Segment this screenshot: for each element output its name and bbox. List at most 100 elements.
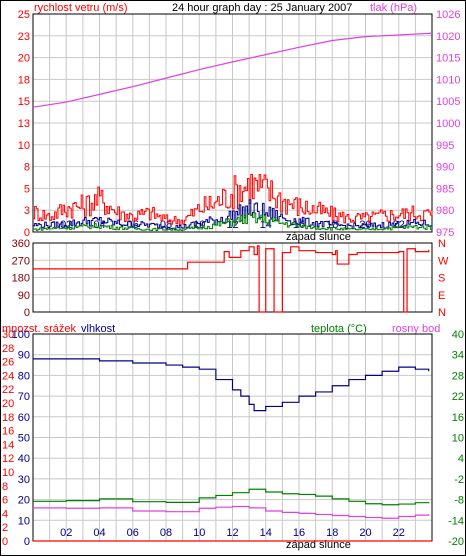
temp-y-tick-label: 4 xyxy=(458,453,464,465)
humidity-y-tick-label: 0 xyxy=(24,536,30,548)
wind-gust-line xyxy=(33,173,433,227)
pressure-y-tick-label: 990 xyxy=(436,162,454,174)
humidity-y-tick-label: 30 xyxy=(18,474,30,486)
humidity-y-tick-label: 100 xyxy=(12,329,30,341)
precip-y-tick-label: 10 xyxy=(2,467,14,479)
chart-title: 24 hour graph day : 25 January 2007 xyxy=(172,2,352,14)
thermo-panel-x-tick-label: 08 xyxy=(160,527,172,539)
pressure-y-tick-label: 1015 xyxy=(436,53,460,65)
precip-y-tick-label: 24 xyxy=(2,370,14,382)
precip-y-tick-label: 4 xyxy=(2,508,8,520)
left-axis-label-wind: rychlost vetru (m/s) xyxy=(34,2,128,14)
temp-y-tick-label: -8 xyxy=(454,495,464,507)
precip-y-tick-label: 26 xyxy=(2,357,14,369)
thermo-panel-x-tick-label: 06 xyxy=(127,527,139,539)
thermo-panel-x-tick-label: 18 xyxy=(326,527,338,539)
precip-y-tick-label: 22 xyxy=(2,384,14,396)
pressure-line xyxy=(32,32,433,108)
temp-y-tick-label: 10 xyxy=(452,433,464,445)
temp-y-tick-label: 40 xyxy=(452,329,464,341)
pressure-y-tick-label: 980 xyxy=(436,205,454,217)
dewpoint-line xyxy=(33,505,430,519)
temp-y-tick-label: -14 xyxy=(448,515,464,527)
left-axis-label-humidity: vlhkost xyxy=(81,323,115,335)
temp-y-tick-label: -20 xyxy=(448,536,464,548)
humidity-y-tick-label: 70 xyxy=(18,391,30,403)
wind-y-tick-label: 0 xyxy=(24,227,30,239)
compass-y-tick-label: N xyxy=(438,307,446,319)
wind-y-tick-label: 13 xyxy=(18,118,30,130)
pressure-y-tick-label: 1010 xyxy=(436,74,460,86)
precip-y-tick-label: 18 xyxy=(2,412,14,424)
precip-y-tick-label: 2 xyxy=(2,522,8,534)
compass-y-tick-label: W xyxy=(438,255,449,267)
wind-panel-plot-border xyxy=(32,13,433,233)
precip-y-tick-label: 6 xyxy=(2,495,8,507)
precip-y-tick-label: 14 xyxy=(2,439,14,451)
precip-y-tick-label: 12 xyxy=(2,453,14,465)
precip-y-tick-label: 0 xyxy=(2,536,8,548)
thermo-panel-x-tick-label: 16 xyxy=(293,527,305,539)
humidity-y-tick-label: 10 xyxy=(18,515,30,527)
direction-y-tick-label: 360 xyxy=(12,238,30,250)
temp-y-tick-label: 28 xyxy=(452,370,464,382)
thermo-panel-x-tick-label: 22 xyxy=(393,527,405,539)
pressure-y-tick-label: 985 xyxy=(436,183,454,195)
humidity-y-tick-label: 50 xyxy=(18,433,30,445)
direction-y-tick-label: 270 xyxy=(12,255,30,267)
wind-y-tick-label: 10 xyxy=(18,140,30,152)
direction-y-tick-label: 180 xyxy=(12,273,30,285)
x-axis-label-top: západ slunce xyxy=(286,231,351,243)
wind-y-tick-label: 23 xyxy=(18,31,30,43)
precip-y-tick-label: 20 xyxy=(2,398,14,410)
pressure-y-tick-label: 1005 xyxy=(436,96,460,108)
pressure-y-tick-label: 995 xyxy=(436,140,454,152)
wind-y-tick-label: 15 xyxy=(18,96,30,108)
wind-y-tick-label: 25 xyxy=(18,9,30,21)
temp-y-tick-label: 16 xyxy=(452,412,464,424)
compass-y-tick-label: N xyxy=(438,238,446,250)
x-axis-label-bottom: západ slunce xyxy=(286,539,351,551)
pressure-y-tick-label: 1020 xyxy=(436,31,460,43)
wind-y-tick-label: 18 xyxy=(18,74,30,86)
pressure-y-tick-label: 1026 xyxy=(436,9,460,21)
thermo-panel-x-tick-label: 12 xyxy=(226,527,238,539)
thermo-panel-x-tick-label: 20 xyxy=(359,527,371,539)
compass-y-tick-label: E xyxy=(438,290,445,302)
humidity-y-tick-label: 90 xyxy=(18,350,30,362)
direction-y-tick-label: 0 xyxy=(24,307,30,319)
wind-y-tick-label: 3 xyxy=(24,205,30,217)
wind-min-line xyxy=(33,212,433,232)
wind-y-tick-label: 8 xyxy=(24,162,30,174)
temp-y-tick-label: 22 xyxy=(452,391,464,403)
direction-y-tick-label: 90 xyxy=(18,290,30,302)
humidity-y-tick-label: 60 xyxy=(18,412,30,424)
humidity-line xyxy=(33,358,430,412)
thermo-panel-x-tick-label: 14 xyxy=(260,527,272,539)
pressure-y-tick-label: 1000 xyxy=(436,118,460,130)
wind-y-tick-label: 5 xyxy=(24,183,30,195)
right-axis-label-dewpoint: rosny bod xyxy=(392,323,440,335)
thermo-panel-x-tick-label: 04 xyxy=(93,527,105,539)
precip-y-tick-label: 30 xyxy=(2,329,14,341)
wind-y-tick-label: 20 xyxy=(18,53,30,65)
temp-y-tick-label: 34 xyxy=(452,350,464,362)
thermo-panel-x-tick-label: 10 xyxy=(193,527,205,539)
right-axis-label-temp: teplota (°C) xyxy=(311,323,367,335)
direction-panel-plot-border xyxy=(32,242,433,313)
pressure-y-tick-label: 975 xyxy=(436,227,454,239)
precip-y-tick-label: 8 xyxy=(2,481,8,493)
left-axis-label-precip: mnozst. srážek xyxy=(2,323,76,335)
thermo-panel-x-tick-label: 02 xyxy=(60,527,72,539)
humidity-y-tick-label: 20 xyxy=(18,495,30,507)
wind-average-line xyxy=(33,199,433,230)
temp-y-tick-label: -2 xyxy=(454,474,464,486)
precip-y-tick-label: 16 xyxy=(2,426,14,438)
humidity-y-tick-label: 80 xyxy=(18,370,30,382)
direction-line xyxy=(33,245,430,313)
temperature-line xyxy=(33,488,430,506)
precip-y-tick-label: 28 xyxy=(2,343,14,355)
right-axis-label-pressure: tlak (hPa) xyxy=(370,2,417,14)
humidity-y-tick-label: 40 xyxy=(18,453,30,465)
